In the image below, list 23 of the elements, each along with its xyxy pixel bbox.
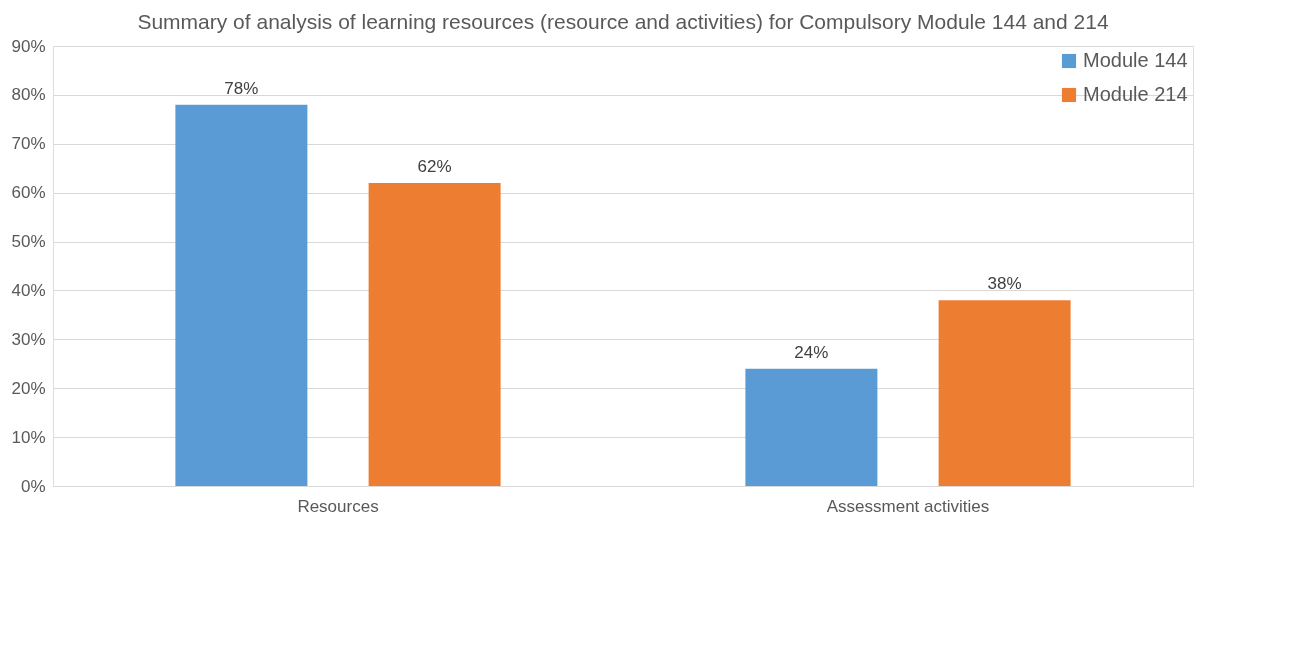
y-tick-label: 30% (11, 329, 46, 349)
data-label: 78% (224, 78, 259, 98)
y-tick-label: 60% (11, 183, 46, 203)
data-label: 62% (417, 156, 452, 176)
x-tick-label: Assessment activities (826, 496, 990, 516)
data-label: 24% (794, 342, 829, 362)
y-tick-label: 50% (11, 232, 46, 252)
y-tick-label: 80% (11, 85, 46, 105)
y-tick-label: 0% (20, 476, 46, 496)
bar (175, 104, 308, 486)
bar (938, 300, 1071, 486)
bar (368, 182, 501, 486)
y-tick-label: 20% (11, 378, 46, 398)
y-tick-label: 90% (11, 36, 46, 56)
y-tick-label: 40% (11, 280, 46, 300)
data-label: 38% (987, 274, 1022, 294)
legend-label: Module 144 (1083, 49, 1188, 71)
chart-title: Summary of analysis of learning resources (resource and activities) for Compulsory Module 144 and 214 (137, 10, 1109, 33)
legend-label: Module 214 (1083, 83, 1188, 105)
y-tick-label: 70% (11, 134, 46, 154)
y-tick-label: 10% (11, 427, 46, 447)
bar (745, 368, 878, 486)
x-tick-label: Resources (297, 496, 379, 516)
